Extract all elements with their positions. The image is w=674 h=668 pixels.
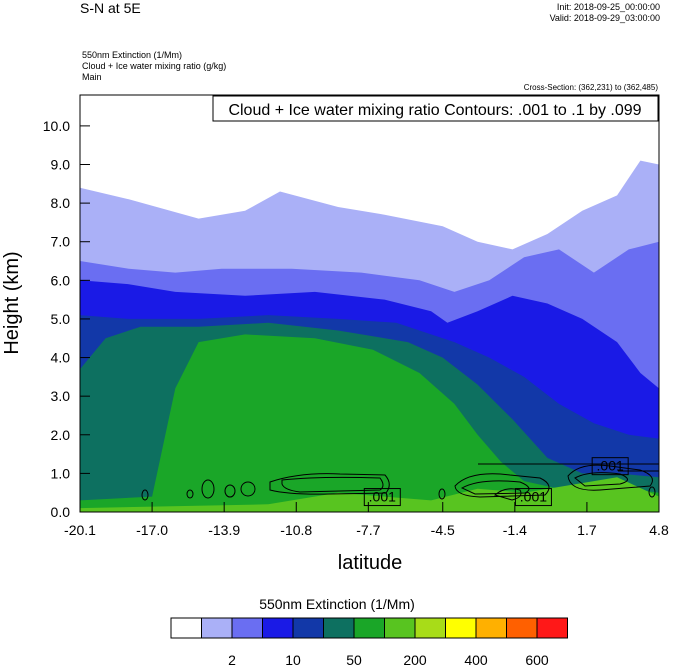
x-tick-label: -10.8 [280,522,312,538]
contour-info-text: Cloud + Ice water mixing ratio Contours:… [228,102,641,119]
plot-title: S-N at 5E [80,0,141,16]
y-tick-label: 4.0 [51,350,71,366]
x-tick-label: 1.7 [577,522,597,538]
x-axis-label: latitude [338,552,403,574]
contour-labels: .001 .001 .001 [363,457,629,507]
colorbar-cell [170,617,202,639]
x-tick-label: -7.7 [356,522,380,538]
contour-label-2: .001 [591,457,629,476]
colorbar-cell [475,617,507,639]
contour-label-0: .001 [363,488,401,507]
x-tick-label: -1.4 [503,522,527,538]
y-axis-label: Height (km) [1,251,23,354]
y-tick-label: 1.0 [51,465,71,481]
colorbar-cell [201,617,233,639]
extinction-band-6 [80,334,659,512]
colorbar-cell [353,617,385,639]
colorbar-cell [231,617,263,639]
colorbar-tick-label: 10 [285,652,301,668]
field-label-main: Main [82,72,102,82]
y-tick-label: 8.0 [51,195,71,211]
valid-time: Valid: 2018-09-29_03:00:00 [549,13,660,23]
colorbar-cell [323,617,355,639]
mixing-ratio-contours [141,463,659,501]
svg-text:.001: .001 [597,458,624,474]
y-axis: 0.0 1.0 2.0 3.0 4.0 5.0 6.0 7.0 8.0 9.0 10.0 [43,118,90,520]
contour-info-box: Cloud + Ice water mixing ratio Contours:… [212,95,659,122]
y-tick-label: 9.0 [51,157,71,173]
x-tick-label: -17.0 [136,522,168,538]
y-tick-label: 3.0 [51,388,71,404]
colorbar-tick-label: 2 [228,652,236,668]
colorbar-tick-label: 400 [464,652,488,668]
colorbar-cell [506,617,538,639]
x-axis: -20.1 -17.0 -13.9 -10.8 -7.7 -4.5 -1.4 1.7 4.8 [64,502,669,538]
x-tick-label: -4.5 [431,522,455,538]
colorbar-cell [384,617,416,639]
colorbar-tick-label: 200 [403,652,427,668]
x-tick-label: -13.9 [208,522,240,538]
y-tick-label: 2.0 [51,427,71,443]
extinction-fill [80,160,659,512]
colorbar-tick-label: 50 [346,652,362,668]
y-tick-label: 10.0 [43,118,70,134]
y-tick-label: 6.0 [51,272,71,288]
y-tick-label: 5.0 [51,311,71,327]
contour-label-1: .001 [514,488,552,507]
y-tick-label: 0.0 [51,504,71,520]
plot-frame [79,94,660,513]
colorbar-cell [445,617,477,639]
svg-text:.001: .001 [520,489,547,505]
init-time: Init: 2018-09-25_00:00:00 [556,2,660,12]
x-tick-label: -20.1 [64,522,96,538]
colorbar-cell [292,617,324,639]
colorbar-cell [414,617,446,639]
colorbar-cell [262,617,294,639]
cross-section-label: Cross-Section: (362,231) to (362,485) [523,83,658,92]
colorbar-tick-label: 600 [525,652,549,668]
colorbar-title: 550nm Extinction (1/Mm) [259,596,415,612]
colorbar [170,617,568,639]
y-tick-label: 7.0 [51,234,71,250]
colorbar-cell [536,617,568,639]
extinction-band-7 [80,477,659,512]
svg-text:.001: .001 [369,489,396,505]
field-label-extinction: 550nm Extinction (1/Mm) [82,50,183,60]
x-tick-label: 4.8 [649,522,669,538]
field-label-mixing-ratio: Cloud + Ice water mixing ratio (g/kg) [82,61,227,71]
